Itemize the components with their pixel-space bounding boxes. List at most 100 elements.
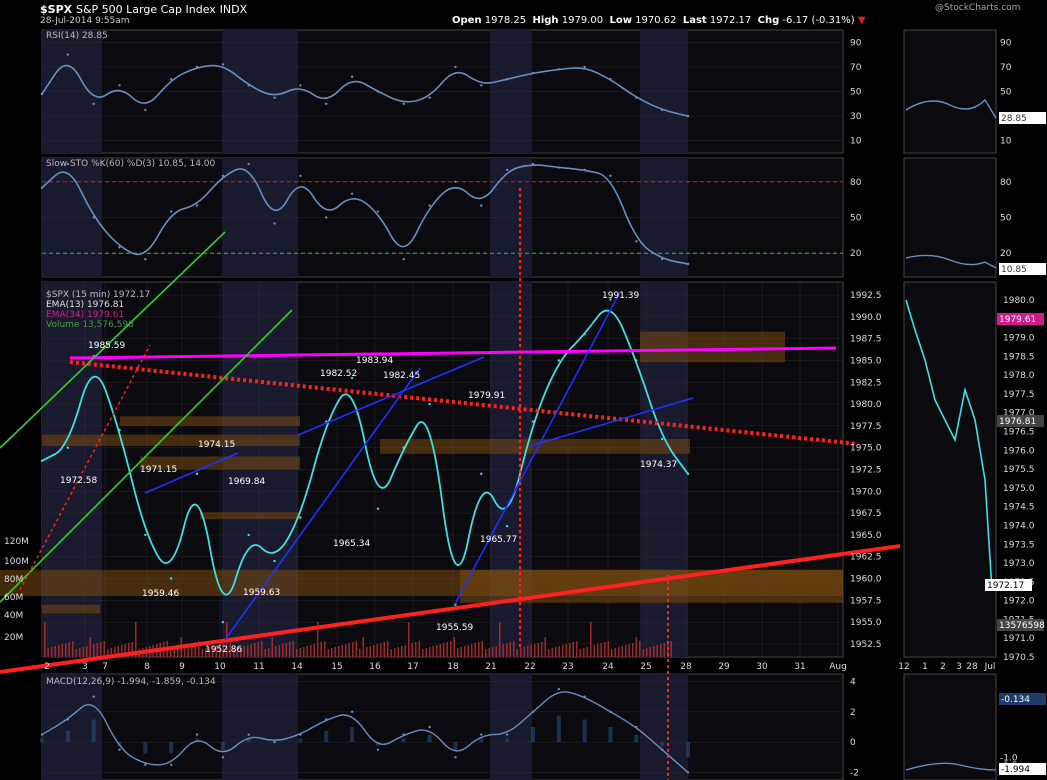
rsi-line-point <box>40 92 44 96</box>
y-tick-label: 1987.5 <box>850 335 882 345</box>
macd-histogram-bar <box>246 738 251 743</box>
x-tick-label: 10 <box>214 662 226 672</box>
mini-x-tick-label: 3 <box>956 662 962 672</box>
volume-bar <box>89 637 91 657</box>
timestamp: 28-Jul-2014 9:55am <box>40 16 130 26</box>
mini-sto-tick: 80 <box>1000 178 1012 188</box>
price-annotation: 1985.59 <box>88 341 125 351</box>
mini-y-tick-label: 1974.5 <box>1003 503 1035 513</box>
volume-bar <box>590 622 592 657</box>
y-tick-label: 1992.5 <box>850 291 882 301</box>
rsi-line-point <box>92 102 95 106</box>
macd-line-point <box>273 740 276 744</box>
volume-bar <box>642 649 644 657</box>
mini-y-tick-label: 1975.5 <box>1003 465 1035 475</box>
volume-bar <box>131 642 133 657</box>
volume-bar <box>306 646 308 657</box>
volume-bar <box>264 649 266 657</box>
volume-bar <box>492 647 494 657</box>
ohlc-readout: Open 1978.25 High 1979.00 Low 1970.62 La… <box>452 15 866 26</box>
y-tick-label: 10 <box>850 137 862 147</box>
volume-bar <box>583 648 585 657</box>
volume-tick-label: 80M <box>4 575 23 585</box>
macd-line-point <box>454 756 457 759</box>
volume-bar <box>184 645 186 657</box>
volume-bar <box>520 648 522 657</box>
macd-histogram-bar <box>608 727 613 743</box>
volume-bar <box>194 642 196 657</box>
macd-line-point <box>660 748 664 751</box>
volume-bar <box>383 642 385 657</box>
volume-bar <box>597 644 599 657</box>
y-tick-label: 50 <box>850 214 862 224</box>
sto-line-point <box>170 210 173 213</box>
sto-line-point <box>144 257 147 261</box>
mini-sto-tick: 20 <box>1000 249 1012 259</box>
volume-bar <box>425 648 427 657</box>
volume-bar <box>516 649 518 657</box>
volume-bar <box>289 642 291 657</box>
y-tick-label: 1962.5 <box>850 553 882 563</box>
volume-bar <box>107 649 109 657</box>
macd-line-point <box>583 695 586 698</box>
price-line-point <box>557 359 560 362</box>
y-tick-label: 1955.0 <box>850 618 882 628</box>
macd-title: MACD(12,26,9) -1.994, -1.859, -0.134 <box>46 677 216 687</box>
price-annotation: 1952.86 <box>205 645 242 655</box>
mini-x-tick-label: 1 <box>922 662 928 672</box>
sto-line-point <box>40 186 44 189</box>
panel-frame-macd <box>41 673 844 780</box>
price-annotation: 1969.84 <box>228 477 265 487</box>
macd-histogram-bar <box>530 727 535 743</box>
day-band <box>640 674 688 780</box>
rsi-line-point <box>454 65 457 69</box>
mini-frame-macd <box>903 673 997 780</box>
macd-histogram-bar <box>401 738 406 743</box>
volume-bar <box>618 647 620 657</box>
rsi-line-point <box>609 78 612 81</box>
volume-bar <box>376 644 378 657</box>
sto-line-point <box>609 174 612 178</box>
x-tick-label: 18 <box>447 662 459 672</box>
macd-line-point <box>686 771 690 774</box>
high-value: 1979.00 <box>561 15 604 26</box>
y-tick-label: 1980.0 <box>850 400 882 410</box>
macd-histogram-bar <box>505 738 510 743</box>
rsi-line-point <box>635 96 638 99</box>
price-zone <box>140 456 300 470</box>
y-tick-label: 0 <box>850 738 856 748</box>
rsi-line-point <box>221 63 225 66</box>
volume-bar <box>576 641 578 657</box>
price-title: $SPX (15 min) 1972.17 <box>46 290 150 300</box>
volume-bar <box>51 647 53 657</box>
mini-sto-line <box>905 254 997 269</box>
volume-bar <box>117 646 119 657</box>
macd-histogram-bar <box>634 734 639 743</box>
volume-bar <box>474 643 476 657</box>
sto-line-point <box>299 174 302 178</box>
volume-bar <box>523 647 525 657</box>
low-value: 1970.62 <box>635 15 677 26</box>
rsi-line-point <box>273 96 276 99</box>
volume-bar <box>135 622 137 657</box>
price-line-point <box>299 516 302 519</box>
y-tick-label: 4 <box>850 678 856 688</box>
volume-bar <box>324 641 326 657</box>
mini-y-tick-label: 1973.0 <box>1003 559 1035 569</box>
volume-bar <box>586 647 588 657</box>
volume-bar <box>446 642 448 657</box>
x-tick-label: 7 <box>102 662 108 672</box>
volume-bar <box>401 646 403 657</box>
x-tick-label: 30 <box>756 662 768 672</box>
volume-bar <box>611 649 613 657</box>
volume-bar <box>250 644 252 657</box>
volume-bar <box>604 642 606 657</box>
sto-line-point <box>480 204 483 207</box>
ema13-badge-bg <box>997 415 1044 427</box>
price-line-point <box>428 402 431 406</box>
volume-bar <box>240 647 242 657</box>
volume-bar <box>191 643 193 657</box>
macd-line-point <box>221 756 225 759</box>
price-line-point <box>273 559 276 563</box>
mini-y-tick-label: 1977.5 <box>1003 390 1035 400</box>
